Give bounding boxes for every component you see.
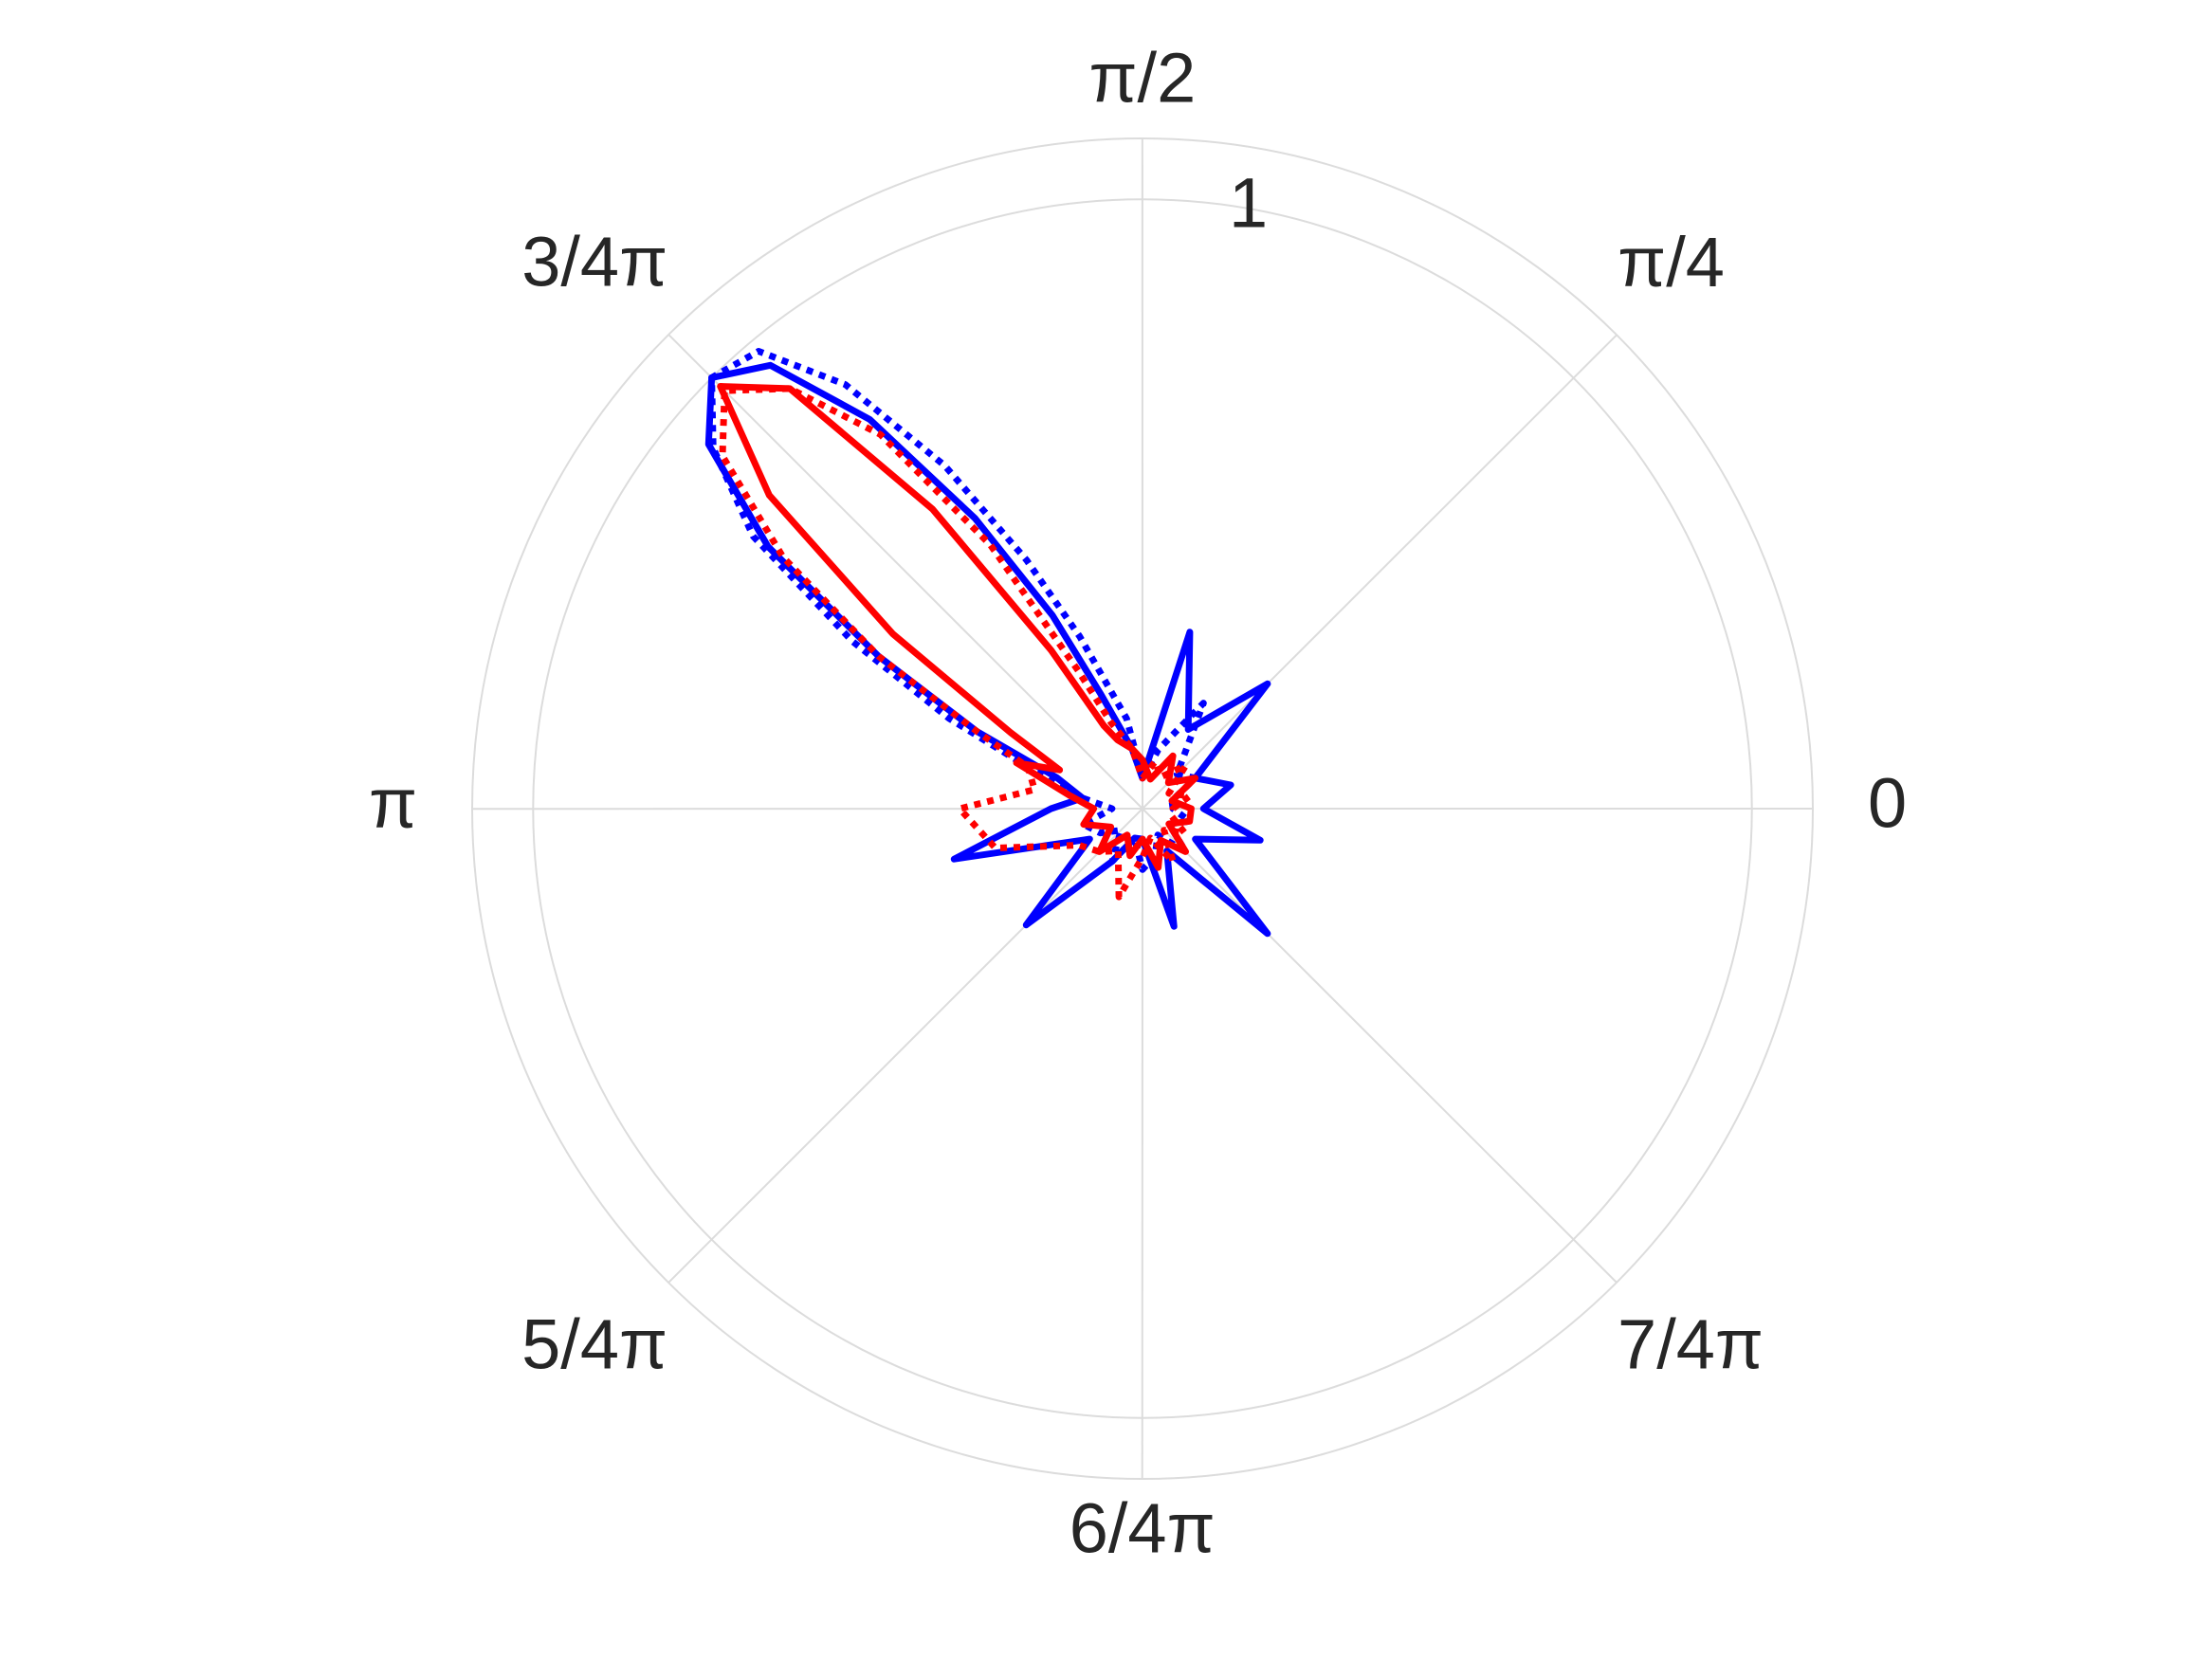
theta-grid-line <box>1142 808 1618 1284</box>
theta-tick-label: 7/4π <box>1618 1304 1764 1383</box>
theta-tick-label: 6/4π <box>1069 1489 1216 1568</box>
theta-tick-label: π/2 <box>1088 39 1196 118</box>
theta-grid-line <box>1142 334 1618 810</box>
theta-grid-line <box>667 334 1143 810</box>
theta-tick-label: π <box>369 764 417 843</box>
theta-grid-line <box>667 808 1143 1284</box>
theta-tick-label: 3/4π <box>521 223 667 301</box>
series-line <box>708 348 1207 873</box>
theta-tick-label: 0 <box>1868 764 1907 843</box>
series-line <box>717 383 1199 871</box>
theta-tick-label: π/4 <box>1618 223 1725 301</box>
theta-tick-label: 5/4π <box>521 1304 667 1383</box>
series-line <box>719 385 1194 901</box>
r-tick-label: 1 <box>1229 164 1268 243</box>
